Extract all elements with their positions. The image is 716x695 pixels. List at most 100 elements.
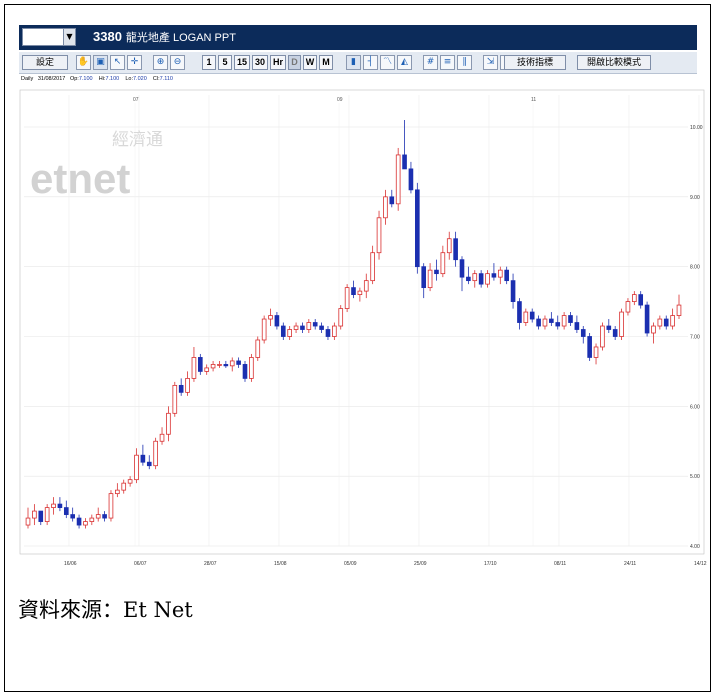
line-chart-icon[interactable]: 〽 [380, 55, 395, 70]
low-label: Lo: [125, 76, 133, 82]
candle-body [440, 252, 446, 275]
candle-body [574, 322, 580, 330]
candle-body [478, 273, 484, 285]
candle-body [644, 304, 650, 334]
candle-body [491, 273, 497, 278]
candle-body [178, 384, 184, 393]
candle-body [249, 357, 254, 379]
candle-body [38, 510, 44, 522]
candle-body [210, 364, 216, 369]
watermark-logo: etnet [30, 155, 130, 202]
candle-body [625, 301, 631, 313]
interval-hour-button[interactable]: Hr [270, 55, 286, 70]
x-tick-label: 25/09 [414, 561, 427, 567]
candle-body [453, 238, 458, 261]
candle-body [261, 318, 267, 341]
candle-body [466, 276, 471, 282]
candle-body [287, 329, 292, 337]
zoom-box-icon[interactable]: ▣ [93, 55, 108, 70]
candle-body [255, 339, 261, 358]
grid-icon[interactable]: # [423, 55, 438, 70]
candle-body [612, 329, 618, 337]
interval-30-button[interactable]: 30 [252, 55, 268, 70]
export-icon[interactable]: ⇲ [483, 55, 498, 70]
chevron-down-icon[interactable]: ▼ [63, 29, 75, 45]
candle-body [504, 269, 509, 282]
candle-body [159, 433, 165, 442]
candle-body [70, 514, 75, 519]
candle-body [217, 364, 222, 366]
candle-body [223, 364, 229, 367]
candle-body [587, 336, 592, 358]
candle-body [166, 412, 171, 435]
indicators-button[interactable]: 技術指標 [504, 55, 566, 70]
date-value: 31/08/2017 [37, 76, 66, 82]
candle-body [370, 252, 375, 282]
candle-body [274, 315, 280, 327]
candle-body [76, 517, 82, 526]
zoom-in-icon[interactable]: ⊕ [153, 55, 168, 70]
zoom-out-icon[interactable]: ⊖ [170, 55, 185, 70]
candle-body [408, 168, 414, 191]
x-tick-label: 17/10 [484, 561, 497, 567]
candle-body [580, 329, 586, 337]
candle-body [421, 266, 427, 289]
settings-button[interactable]: 設定 [22, 55, 68, 70]
candle-body [319, 325, 324, 330]
candle-body [363, 280, 369, 292]
ohlc-info-bar: Daily 31/08/2017 Op:7.100 Hi:7.100 Lo:7.… [21, 76, 173, 82]
candle-body [357, 290, 363, 296]
vertical-lines-icon[interactable]: ∥ [457, 55, 472, 70]
area-chart-icon[interactable]: ◭ [397, 55, 412, 70]
x-tick-label: 15/08 [274, 561, 287, 567]
candle-body [555, 322, 561, 327]
close-label: Cl: [152, 76, 160, 82]
candle-body [459, 259, 465, 278]
candle-body [529, 311, 535, 320]
candle-body [542, 318, 548, 327]
candle-body [89, 517, 95, 522]
candle-body [434, 269, 439, 275]
candle-body [95, 514, 101, 519]
y-tick-label: 7.00 [690, 335, 700, 341]
interval-month-button[interactable]: M [319, 55, 333, 70]
hand-icon[interactable]: ✋ [76, 55, 91, 70]
close-value: 7.110 [159, 76, 173, 82]
candlestick-chart-icon[interactable]: ▮ [346, 55, 361, 70]
x-tick-label: 08/11 [554, 561, 566, 567]
candle-body [651, 325, 656, 334]
candle-body [121, 482, 127, 491]
chart-toolbar: 設定 ✋ ▣ ↖ ✛ ⊕ ⊖ 1 5 15 30 Hr D W M ▮ ┤ 〽 … [19, 52, 697, 74]
candle-body [115, 489, 120, 495]
interval-1-button[interactable]: 1 [202, 55, 216, 70]
ohlc-bar-chart-icon[interactable]: ┤ [363, 55, 378, 70]
month-label: 07 [133, 97, 139, 103]
x-tick-label: 28/07 [204, 561, 217, 567]
candle-body [568, 315, 573, 323]
x-tick-label: 05/09 [344, 561, 357, 567]
candle-body [268, 315, 273, 320]
symbol-select[interactable]: ▼ [22, 28, 76, 46]
cursor-icon[interactable]: ↖ [110, 55, 125, 70]
interval-15-button[interactable]: 15 [234, 55, 250, 70]
interval-week-button[interactable]: W [303, 55, 317, 70]
candle-body [600, 325, 605, 348]
month-label: 11 [531, 97, 536, 103]
horizontal-lines-icon[interactable]: ≡ [440, 55, 455, 70]
crosshair-icon[interactable]: ✛ [127, 55, 142, 70]
chart-border [19, 89, 705, 555]
candle-body [657, 318, 663, 327]
candle-body [51, 503, 56, 508]
candle-body [191, 357, 197, 379]
candle-body [549, 318, 554, 323]
compare-mode-button[interactable]: 開啟比較模式 [577, 55, 651, 70]
interval-day-button[interactable]: D [288, 55, 301, 70]
y-tick-label: 10.00 [690, 125, 703, 131]
candlestick-series [25, 120, 682, 529]
candle-body [523, 311, 529, 323]
interval-5-button[interactable]: 5 [218, 55, 232, 70]
candle-body [427, 269, 433, 289]
y-tick-label: 5.00 [690, 474, 700, 480]
candle-body [44, 507, 50, 522]
